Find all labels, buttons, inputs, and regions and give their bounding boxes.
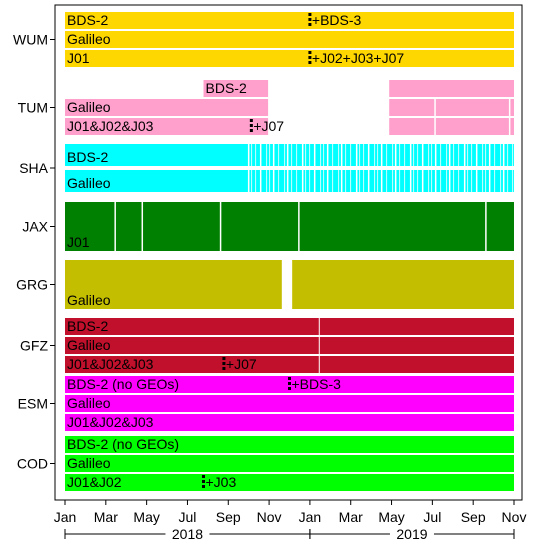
coverage-bar bbox=[65, 144, 514, 166]
x-tick-label: Jul bbox=[423, 509, 441, 525]
row-label: BDS-2 (no GEOs) bbox=[67, 376, 179, 392]
coverage-bar bbox=[65, 356, 514, 373]
row-label: J01&J02&J03 bbox=[67, 118, 154, 134]
row-label: BDS-2 bbox=[67, 149, 108, 165]
coverage-bar bbox=[65, 50, 514, 67]
coverage-bar bbox=[65, 337, 514, 354]
event-label: +BDS-3 bbox=[292, 376, 342, 392]
x-axis: Jan Mar May Jul Sep Nov Jan Mar May Jul Sep Nov 2018… bbox=[54, 500, 527, 543]
row-label: Galileo bbox=[67, 337, 111, 353]
event-label: +J02+J03+J07 bbox=[312, 50, 404, 66]
x-tick-label: Sep bbox=[461, 509, 486, 525]
row-label: Galileo bbox=[67, 292, 111, 308]
plot-frame bbox=[54, 4, 523, 501]
row-label: BDS-2 bbox=[67, 12, 108, 28]
x-tick-label: Sep bbox=[216, 509, 241, 525]
center-tum: BDS-2 Galileo J01&J02&J03 +J07 bbox=[65, 80, 514, 135]
center-label: GRG bbox=[16, 277, 48, 293]
coverage-bar bbox=[389, 99, 514, 116]
coverage-bar bbox=[65, 414, 514, 431]
coverage-bar bbox=[65, 31, 514, 48]
x-tick-label: May bbox=[378, 509, 404, 525]
x-tick-label: May bbox=[133, 509, 159, 525]
labels-layer: WUM TUM SHA JAX GRG GFZ ESM COD bbox=[13, 32, 55, 472]
coverage-bar bbox=[65, 436, 514, 453]
coverage-bar bbox=[389, 80, 514, 97]
center-jax: J01 bbox=[65, 202, 514, 251]
row-label: Galileo bbox=[67, 99, 111, 115]
coverage-bar bbox=[65, 118, 269, 135]
year-label: 2019 bbox=[396, 526, 427, 542]
row-label: Galileo bbox=[67, 31, 111, 47]
row-label: J01 bbox=[67, 50, 90, 66]
coverage-bar bbox=[65, 12, 514, 29]
year-label-bg bbox=[165, 525, 210, 543]
x-tick-label: Jan bbox=[299, 509, 322, 525]
x-tick-label: Nov bbox=[502, 509, 527, 525]
coverage-bar bbox=[65, 318, 514, 335]
row-label: Galileo bbox=[67, 455, 111, 471]
x-tick-label: Mar bbox=[339, 509, 363, 525]
row-label: J01&J02 bbox=[67, 474, 122, 490]
center-label: JAX bbox=[22, 219, 48, 235]
event-label: +BDS-3 bbox=[312, 12, 362, 28]
coverage-bar bbox=[65, 260, 282, 309]
center-esm: BDS-2 (no GEOs) +BDS-3 Galileo J01&J02&J03 bbox=[65, 376, 514, 431]
center-label: COD bbox=[17, 456, 48, 472]
row-label: J01 bbox=[67, 234, 90, 250]
coverage-bar bbox=[203, 80, 269, 97]
coverage-bar bbox=[65, 455, 514, 472]
row-label: BDS-2 (no GEOs) bbox=[67, 436, 179, 452]
row-label: BDS-2 bbox=[67, 318, 108, 334]
center-wum: BDS-2 +BDS-3 Galileo J01 +J02+J03+J07 bbox=[65, 12, 514, 67]
year-label-bg bbox=[389, 525, 434, 543]
center-grg: Galileo bbox=[65, 260, 514, 309]
x-tick-label: Mar bbox=[94, 509, 118, 525]
center-label: ESM bbox=[18, 396, 48, 412]
row-label: Galileo bbox=[67, 175, 111, 191]
center-label: GFZ bbox=[20, 338, 48, 354]
x-tick-label: Jul bbox=[179, 509, 197, 525]
rows-layer: BDS-2 +BDS-3 Galileo J01 +J02+J03+J07 BDS-2 Ga… bbox=[65, 12, 514, 491]
coverage-bar bbox=[389, 118, 514, 135]
x-tick-label: Jan bbox=[54, 509, 77, 525]
event-label: +J07 bbox=[226, 356, 257, 372]
center-label: SHA bbox=[19, 160, 48, 176]
center-gfz: BDS-2 Galileo J01&J02&J03 +J07 bbox=[65, 318, 514, 373]
year-label: 2018 bbox=[172, 526, 203, 542]
coverage-bar bbox=[65, 170, 514, 192]
coverage-bar bbox=[65, 474, 514, 491]
row-label: BDS-2 bbox=[206, 80, 247, 96]
coverage-bar bbox=[65, 99, 269, 116]
coverage-bar bbox=[65, 395, 514, 412]
center-sha: BDS-2 Galileo bbox=[65, 144, 514, 192]
row-label: Galileo bbox=[67, 395, 111, 411]
coverage-bar bbox=[292, 260, 514, 309]
center-label: WUM bbox=[13, 32, 48, 48]
row-label: J01&J02&J03 bbox=[67, 356, 154, 372]
event-label: +J07 bbox=[253, 118, 284, 134]
event-label: +J03 bbox=[206, 474, 237, 490]
x-tick-label: Nov bbox=[257, 509, 282, 525]
row-label: J01&J02&J03 bbox=[67, 414, 154, 430]
center-label: TUM bbox=[18, 100, 48, 116]
coverage-bar bbox=[65, 202, 514, 251]
center-cod: BDS-2 (no GEOs) Galileo J01&J02 +J03 bbox=[65, 436, 514, 491]
